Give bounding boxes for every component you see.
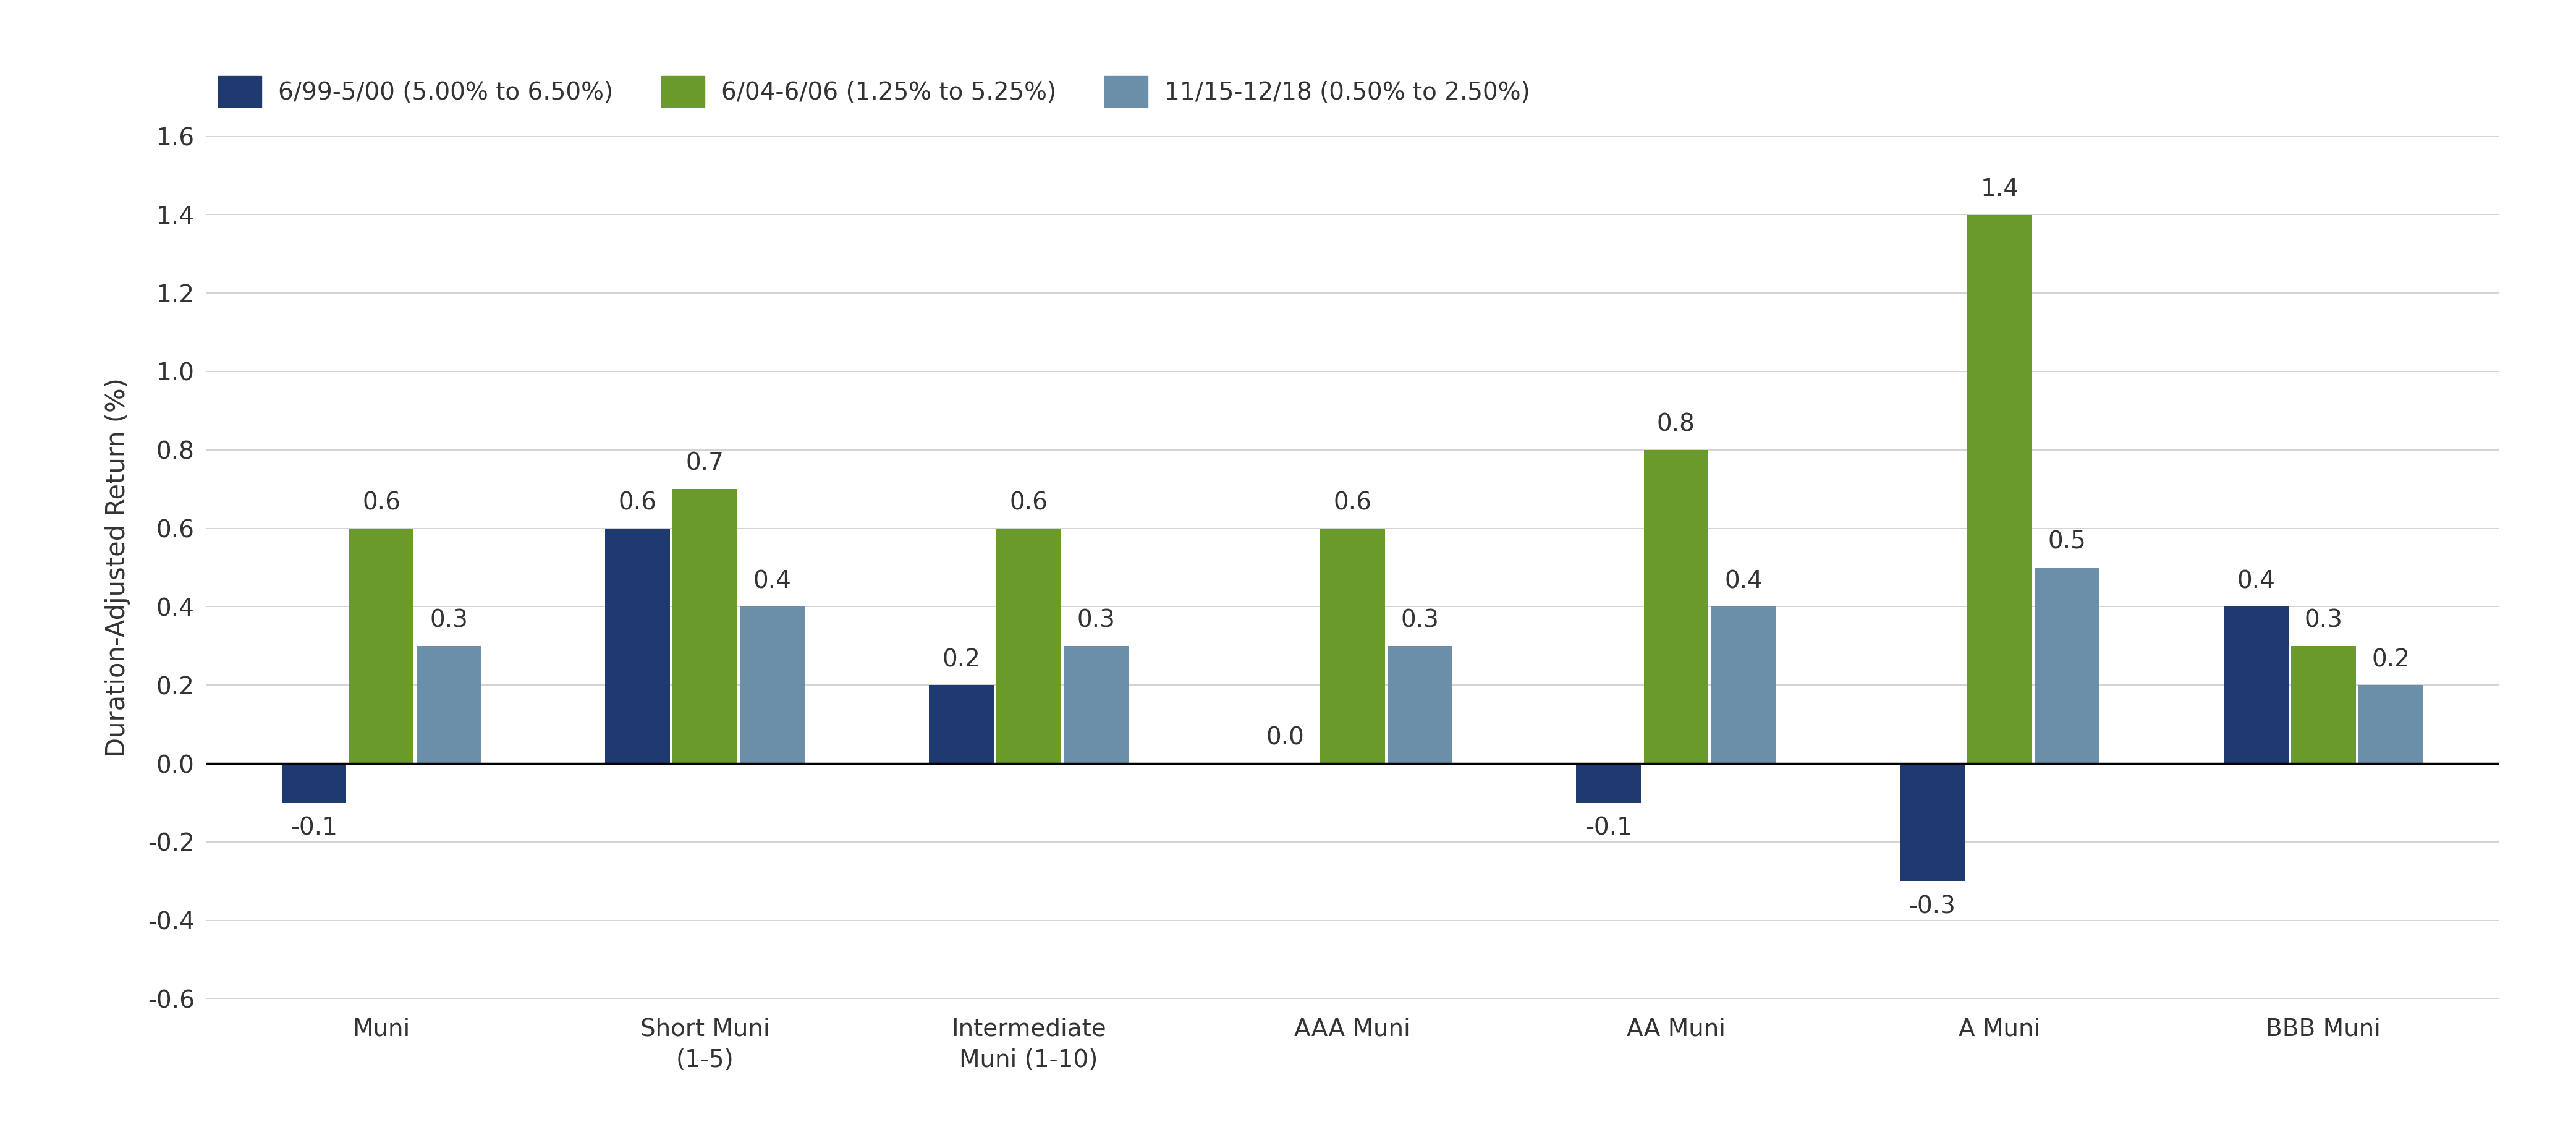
Text: 0.3: 0.3 <box>1077 608 1115 632</box>
Bar <box>2035 568 2099 764</box>
Bar <box>348 528 415 764</box>
Bar <box>2360 686 2424 764</box>
Text: -0.1: -0.1 <box>291 816 337 840</box>
Bar <box>1064 646 1128 764</box>
Bar <box>1901 764 1965 881</box>
Bar <box>605 528 670 764</box>
Bar <box>1710 607 1775 764</box>
Text: 0.5: 0.5 <box>2048 530 2087 554</box>
Text: 0.6: 0.6 <box>618 491 657 514</box>
Bar <box>1968 215 2032 764</box>
Text: 0.8: 0.8 <box>1656 413 1695 436</box>
Text: 0.3: 0.3 <box>1401 608 1440 632</box>
Text: 0.2: 0.2 <box>2372 648 2411 672</box>
Bar <box>930 686 994 764</box>
Bar <box>672 489 737 764</box>
Bar <box>1577 764 1641 802</box>
Bar <box>739 607 804 764</box>
Text: 0.3: 0.3 <box>2306 608 2342 632</box>
Text: -0.3: -0.3 <box>1909 894 1955 918</box>
Text: 0.6: 0.6 <box>1010 491 1048 514</box>
Text: 0.4: 0.4 <box>752 570 791 592</box>
Legend: 6/99-5/00 (5.00% to 6.50%), 6/04-6/06 (1.25% to 5.25%), 11/15-12/18 (0.50% to 2.: 6/99-5/00 (5.00% to 6.50%), 6/04-6/06 (1… <box>219 76 1530 107</box>
Text: 0.0: 0.0 <box>1265 726 1303 750</box>
Bar <box>1319 528 1386 764</box>
Text: 1.4: 1.4 <box>1981 177 2020 201</box>
Text: 0.4: 0.4 <box>1723 570 1762 592</box>
Text: 0.6: 0.6 <box>1334 491 1370 514</box>
Bar <box>2290 646 2357 764</box>
Bar <box>1643 449 1708 764</box>
Bar <box>417 646 482 764</box>
Text: 0.4: 0.4 <box>2236 570 2275 592</box>
Text: 0.3: 0.3 <box>430 608 469 632</box>
Text: -0.1: -0.1 <box>1584 816 1633 840</box>
Bar <box>997 528 1061 764</box>
Bar <box>2223 607 2287 764</box>
Text: 0.2: 0.2 <box>943 648 981 672</box>
Text: 0.7: 0.7 <box>685 452 724 476</box>
Y-axis label: Duration-Adjusted Return (%): Duration-Adjusted Return (%) <box>106 378 131 757</box>
Text: 0.6: 0.6 <box>363 491 399 514</box>
Bar <box>281 764 345 802</box>
Bar <box>1388 646 1453 764</box>
